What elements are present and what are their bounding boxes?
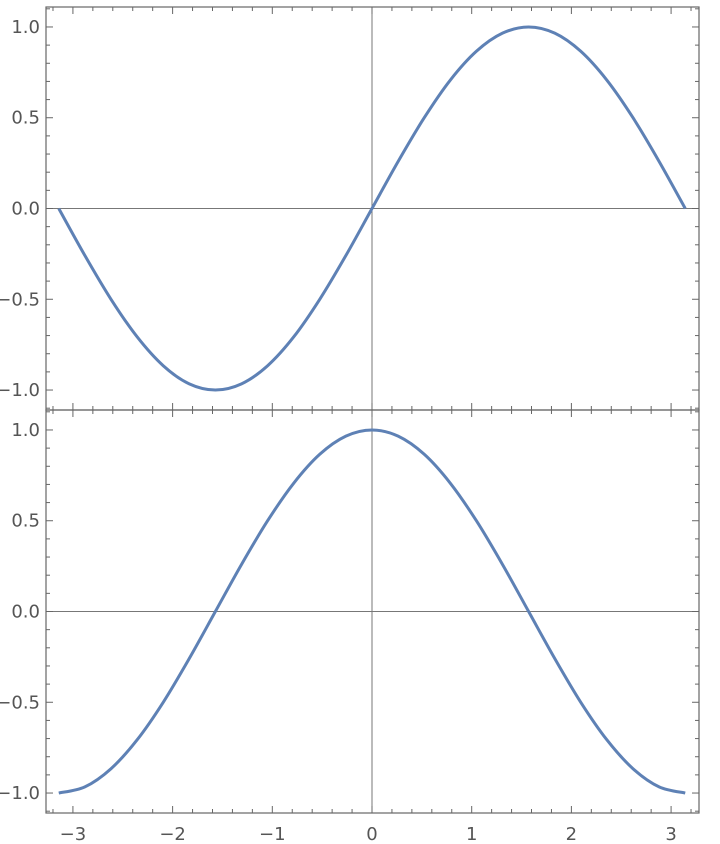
y-tick-label: 0.5 [11,511,40,532]
x-tick-label: −1 [259,824,286,844]
y-tick-label: 0.0 [11,602,40,623]
series-line-1 [58,428,686,795]
y-tick-label: −1.0 [0,783,40,804]
x-tick-label: 1 [466,824,477,844]
series-line-1 [57,25,687,392]
chart-panel-1: −1.0 −0.5 0.0 0.5 1.0 [0,6,700,411]
x-tick-label: 2 [566,824,577,844]
x-tick-label: 0 [366,824,377,844]
x-tick-label: 3 [665,824,676,844]
chart-panel-2: −1.0 −0.5 0.0 0.5 1.0 −3 −2 −1 0 1 2 3 [0,409,700,844]
y-tick-label: −1.0 [0,380,40,401]
x-tick-label: −3 [60,824,87,844]
x-tick-label: −2 [159,824,186,844]
y-tick-label: 0.0 [11,199,40,220]
y-tick-label: −0.5 [0,289,40,310]
y-tick-label: −0.5 [0,692,40,713]
y-tick-label: 1.0 [11,17,40,38]
y-tick-label: 0.5 [11,108,40,129]
y-tick-label: 1.0 [11,420,40,441]
